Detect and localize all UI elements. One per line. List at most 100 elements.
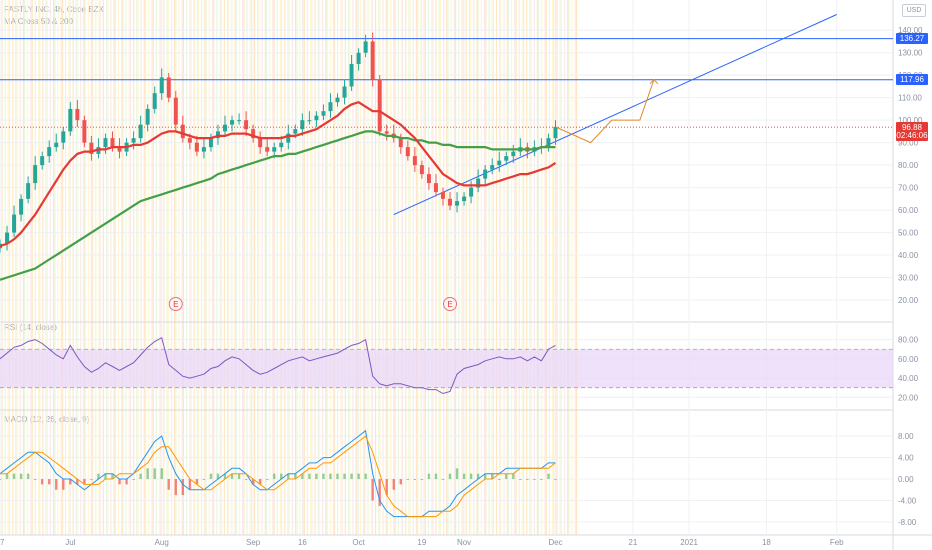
- macd-histogram-bar: [343, 473, 346, 480]
- candle-body: [117, 147, 122, 152]
- macd-histogram-bar: [237, 473, 241, 480]
- price-tick-label: 60.00: [898, 206, 919, 215]
- macd-tick-label: -8.00: [898, 518, 917, 527]
- price-tick-label: 90.00: [898, 139, 919, 148]
- session-background: [1, 0, 578, 535]
- price-tick-label: 30.00: [898, 274, 919, 283]
- macd-tick-label: 0.00: [898, 475, 914, 484]
- macd-histogram-bar: [441, 479, 445, 481]
- candles: [0, 32, 558, 253]
- candle-body: [377, 79, 382, 132]
- time-tick-label: Feb: [830, 538, 844, 547]
- candle-body: [33, 165, 38, 184]
- candle-body: [349, 63, 354, 87]
- candle-body: [68, 108, 73, 132]
- macd-histogram-bar: [526, 479, 529, 481]
- candle-body: [61, 131, 66, 143]
- rsi-band: [0, 349, 893, 388]
- macd-histogram-bar: [12, 473, 16, 480]
- candle-body: [258, 138, 263, 148]
- price-badge: 96.88: [896, 121, 928, 133]
- rsi-tick-label: 20.00: [898, 393, 919, 402]
- macd-histogram-bar: [244, 479, 248, 481]
- candle-body: [166, 77, 171, 98]
- macd-histogram-bar: [90, 479, 93, 481]
- candle-body: [384, 131, 389, 134]
- time-tick-label: Nov: [457, 538, 471, 547]
- macd-histogram: [0, 468, 557, 506]
- macd-histogram-bar: [139, 473, 142, 480]
- macd-histogram-bar: [209, 473, 213, 480]
- candle-body: [131, 138, 136, 143]
- price-tick-label: 140.00: [898, 26, 923, 35]
- candle-body: [286, 133, 291, 143]
- time-tick-label: Dec: [548, 538, 562, 547]
- candle-body: [5, 232, 10, 244]
- macd-histogram-bar: [420, 479, 424, 481]
- macd-histogram-bar: [55, 479, 58, 490]
- macd-histogram-bar: [251, 479, 255, 485]
- candle-body: [370, 41, 375, 80]
- macd-histogram-bar: [33, 479, 37, 481]
- candle-body: [504, 156, 509, 161]
- rsi-tick-label: 60.00: [898, 355, 919, 364]
- candle-body: [89, 142, 94, 154]
- time-tick-label: Aug: [155, 538, 169, 547]
- macd-histogram-bar: [287, 473, 290, 480]
- candle-body: [321, 111, 326, 116]
- macd-histogram-bar: [48, 479, 51, 485]
- currency-button[interactable]: USD: [902, 4, 926, 17]
- support-trendline: [393, 14, 837, 216]
- candle-body: [314, 115, 319, 121]
- price-badge: 136.27: [896, 33, 928, 45]
- candle-body: [398, 138, 403, 148]
- macd-histogram-bar: [83, 479, 86, 485]
- macd-histogram-bar: [26, 473, 30, 480]
- macd-legend: MACD (12, 26, close, 9): [4, 415, 90, 424]
- candle-body: [138, 124, 143, 139]
- macd-tick-label: -4.00: [898, 496, 917, 505]
- macd-histogram-bar: [76, 479, 79, 485]
- candle-body: [448, 198, 453, 206]
- macd-histogram-bar: [69, 479, 72, 485]
- candle-body: [412, 156, 417, 166]
- candle-body: [110, 138, 115, 148]
- candle-body: [462, 196, 467, 202]
- macd-histogram-bar: [167, 479, 170, 490]
- macd-histogram-bar: [512, 473, 515, 480]
- macd-signal-line: [0, 435, 556, 518]
- macd-histogram-bar: [308, 473, 311, 480]
- macd-histogram-bar: [434, 473, 438, 480]
- macd-histogram-bar: [5, 473, 9, 480]
- macd-histogram-bar: [491, 473, 494, 480]
- macd-histogram-bar: [153, 468, 156, 480]
- macd-histogram-bar: [547, 473, 550, 480]
- macd-histogram-bar: [97, 473, 100, 480]
- candle-body: [26, 183, 31, 199]
- macd-histogram-bar: [104, 473, 107, 480]
- macd-histogram-bar: [174, 479, 177, 496]
- price-tick-label: 130.00: [898, 49, 923, 58]
- macd-histogram-bar: [427, 473, 431, 480]
- candle-body: [251, 129, 256, 139]
- macd-histogram-bar: [455, 468, 459, 480]
- macd-histogram-bar: [554, 479, 557, 481]
- macd-histogram-bar: [350, 473, 353, 480]
- candle-body: [201, 147, 206, 152]
- macd-histogram-bar: [146, 468, 149, 480]
- macd-histogram-bar: [160, 468, 163, 480]
- candle-body: [215, 131, 220, 139]
- macd-histogram-bar: [399, 479, 402, 485]
- time-tick-label: 19: [417, 538, 426, 547]
- candle-body: [279, 142, 284, 148]
- macd-histogram-bar: [125, 479, 128, 485]
- candle-body: [75, 108, 80, 121]
- candle-body: [145, 108, 150, 125]
- time-tick-label: 21: [628, 538, 637, 547]
- macd-histogram-bar: [378, 479, 381, 506]
- candle-body: [300, 120, 305, 130]
- macd-histogram-bar: [336, 473, 339, 480]
- time-tick-label: 18: [762, 538, 771, 547]
- candle-body: [159, 77, 164, 94]
